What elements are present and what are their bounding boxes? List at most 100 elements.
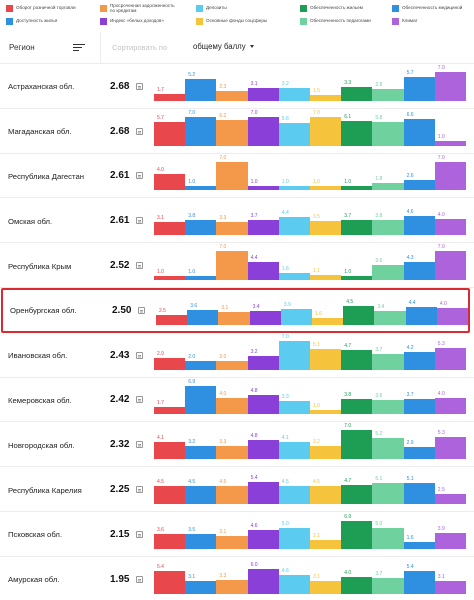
indicator-bar	[403, 483, 435, 504]
indicator-bar	[216, 485, 248, 504]
indicator-value: 4.6	[281, 567, 289, 574]
indicator-bar	[216, 91, 248, 101]
indicator-bar	[341, 87, 373, 101]
indicator-bar	[278, 574, 310, 594]
indicator-value: 1.0	[437, 134, 445, 141]
indicator-value: 3.5	[313, 213, 320, 220]
indicator-bar	[247, 481, 279, 504]
indicator-value: 3.4	[377, 303, 385, 310]
details-icon[interactable]	[136, 441, 143, 449]
indicator-value: 1.0	[188, 268, 196, 275]
legend-item: Оборот розничной торговли	[6, 4, 82, 13]
indicator-value: 3.9	[283, 301, 291, 308]
table-row[interactable]: 1.7 5.2 2.3 3.1 3.2 1.5 3.3 2.8 5.7 7.0 Астраханск…	[0, 64, 474, 109]
indicator-bar	[247, 186, 279, 191]
indicator-value: 3.2	[281, 80, 289, 87]
details-icon[interactable]	[136, 575, 143, 583]
indicator-bar	[403, 447, 435, 460]
details-icon[interactable]	[136, 82, 143, 90]
table-row[interactable]: 5.4 3.1 3.3 6.0 4.6 3.1 4.0 3.7 5.4 3.1 Амурская о…	[0, 557, 474, 600]
indicator-value: 4.7	[344, 343, 352, 350]
legend-item: Обеспеченность жильем	[300, 4, 376, 13]
sort-select[interactable]: общему баллу	[193, 42, 254, 51]
table-row[interactable]: 4.0 1.0 7.0 1.0 1.0 1.0 1.0 1.8 2.6 7.0 Республика…	[0, 154, 474, 199]
indicator-value: 3.1	[437, 573, 445, 580]
indicator-value: 4.8	[250, 432, 258, 439]
indicator-bar	[372, 528, 404, 549]
indicator-bar	[278, 400, 310, 415]
indicator-value: 6.6	[406, 111, 414, 118]
indicator-bars: 1.7 6.9 4.0 4.8 3.3 1.0 3.8 3.6 3.7 4.0	[0, 378, 474, 423]
details-icon[interactable]	[136, 217, 143, 225]
indicator-bar	[341, 186, 373, 191]
filter-icon[interactable]	[73, 42, 85, 53]
table-row[interactable]: 1.0 1.0 7.0 4.4 1.6 1.1 1.0 3.6 4.3 7.0 Республика…	[0, 243, 474, 288]
indicator-value: 3.2	[313, 439, 320, 446]
region-score: 2.50	[112, 304, 132, 316]
table-row[interactable]: 1.7 6.9 4.0 4.8 3.3 1.0 3.8 3.6 3.7 4.0 Кемеровска…	[0, 378, 474, 423]
indicator-bar	[434, 580, 466, 594]
indicator-value: 4.4	[408, 299, 416, 306]
details-icon[interactable]	[136, 396, 143, 404]
details-icon[interactable]	[136, 262, 143, 270]
indicator-bar	[434, 493, 466, 504]
region-score: 2.43	[110, 349, 130, 361]
table-row[interactable]: 2.5 3.6 3.1 3.4 3.9 1.6 4.5 3.4 4.4 4.0 Оренбургск…	[1, 288, 470, 333]
indicator-value: 3.6	[375, 258, 383, 265]
indicator-bar	[216, 397, 248, 415]
indicator-bar	[434, 141, 466, 146]
indicator-bar	[185, 186, 217, 191]
indicator-bar	[343, 306, 375, 325]
indicator-value: 4.4	[281, 210, 289, 217]
indicator-bar	[434, 251, 466, 280]
indicator-bar	[434, 161, 466, 191]
indicator-bar	[216, 580, 248, 594]
indicator-bar	[154, 222, 186, 236]
region-score: 2.32	[110, 439, 130, 451]
table-row[interactable]: 4.5 4.5 4.5 5.4 4.5 4.5 4.7 5.1 5.1 2.5 Республика…	[0, 467, 474, 512]
indicator-bar	[247, 529, 279, 549]
table-row[interactable]: 5.7 7.0 6.2 7.0 5.6 7.0 6.1 5.8 6.6 1.0 Магаданска…	[0, 109, 474, 154]
indicator-value: 4.6	[406, 209, 414, 216]
indicator-value: 1.5	[313, 87, 320, 94]
indicator-value: 4.4	[250, 254, 258, 261]
indicator-bar	[372, 183, 404, 191]
region-name: Амурская обл.	[8, 575, 60, 585]
details-icon[interactable]	[138, 306, 145, 314]
details-icon[interactable]	[136, 351, 143, 359]
indicator-value: 7.0	[437, 154, 445, 161]
indicator-bar	[372, 89, 404, 101]
indicator-value: 1.6	[315, 311, 322, 318]
indicator-bar	[185, 446, 217, 460]
legend-label: Доступность жилья	[16, 18, 58, 24]
table-row[interactable]: 3.1 3.8 3.3 3.7 4.4 3.5 3.7 3.8 4.6 4.0 Омская обл…	[0, 198, 474, 244]
indicator-bar	[185, 361, 217, 370]
indicator-value: 3.4	[252, 303, 260, 310]
indicator-value: 3.1	[313, 573, 320, 580]
indicator-bars: 1.0 1.0 7.0 4.4 1.6 1.1 1.0 3.6 4.3 7.0	[0, 243, 474, 288]
details-icon[interactable]	[136, 172, 143, 180]
table-row[interactable]: 2.9 2.0 2.0 3.2 7.0 5.1 4.7 3.7 4.2 5.3 Ивановская…	[0, 333, 474, 378]
indicator-bar	[247, 88, 279, 101]
indicator-bar	[278, 217, 310, 236]
indicator-value: 1.0	[344, 268, 352, 275]
indicator-value: 2.3	[219, 84, 227, 91]
details-icon[interactable]	[136, 127, 143, 135]
table-row[interactable]: 3.6 3.5 3.1 4.6 5.0 2.1 6.9 5.0 1.6 3.9 Псковская …	[0, 512, 474, 557]
region-score: 2.61	[110, 170, 130, 182]
indicator-bar	[310, 116, 342, 146]
details-icon[interactable]	[136, 486, 143, 494]
table-row[interactable]: 4.1 3.2 3.3 4.8 4.1 3.2 7.0 5.2 2.9 5.3 Новгородск…	[0, 422, 474, 468]
indicator-value: 6.2	[219, 113, 227, 120]
legend-label: Депозиты	[206, 5, 227, 11]
indicator-bar	[434, 347, 466, 370]
indicator-bar	[278, 87, 310, 101]
indicator-value: 4.1	[281, 435, 289, 442]
details-icon[interactable]	[136, 530, 143, 538]
indicator-bar	[310, 485, 342, 504]
indicator-value: 3.1	[188, 573, 196, 580]
indicator-value: 5.2	[188, 72, 196, 79]
indicator-value: 4.5	[313, 478, 320, 485]
indicator-bar	[278, 122, 310, 146]
legend-label: Оборот розничной торговли	[16, 5, 76, 11]
